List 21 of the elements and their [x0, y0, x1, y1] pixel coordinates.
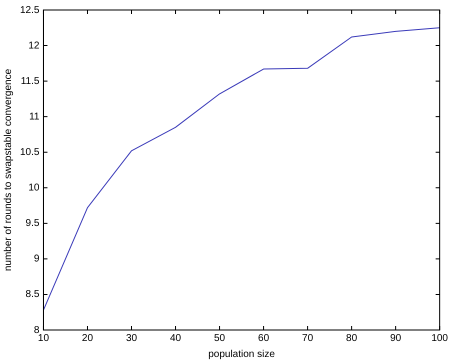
y-tick-label: 11 [29, 111, 40, 122]
x-tick-label: 60 [258, 332, 270, 344]
y-tick-label: 9 [34, 254, 40, 265]
y-axis-title: number of rounds to swapstable convergence [2, 68, 14, 272]
y-tick-label: 12.5 [20, 4, 40, 16]
x-tick-label: 90 [390, 332, 402, 344]
y-tick-label: 9.5 [26, 218, 40, 230]
y-tick-label: 10 [28, 182, 40, 194]
y-tick-label: 10.5 [20, 146, 40, 158]
x-tick-label: 30 [126, 332, 138, 344]
x-tick-label: 50 [214, 332, 226, 344]
x-tick-label: 40 [170, 332, 182, 344]
x-tick-label: 70 [302, 332, 314, 344]
y-tick-label: 8.5 [26, 289, 40, 300]
y-tick-label: 11.5 [20, 76, 40, 87]
x-axis-title: population size [208, 348, 276, 360]
y-tick-label: 12 [28, 40, 40, 52]
x-tick-label: 100 [431, 332, 448, 344]
x-tick-label: 20 [82, 332, 94, 344]
x-tick-label: 80 [346, 332, 358, 344]
y-tick-label: 8 [34, 324, 40, 336]
